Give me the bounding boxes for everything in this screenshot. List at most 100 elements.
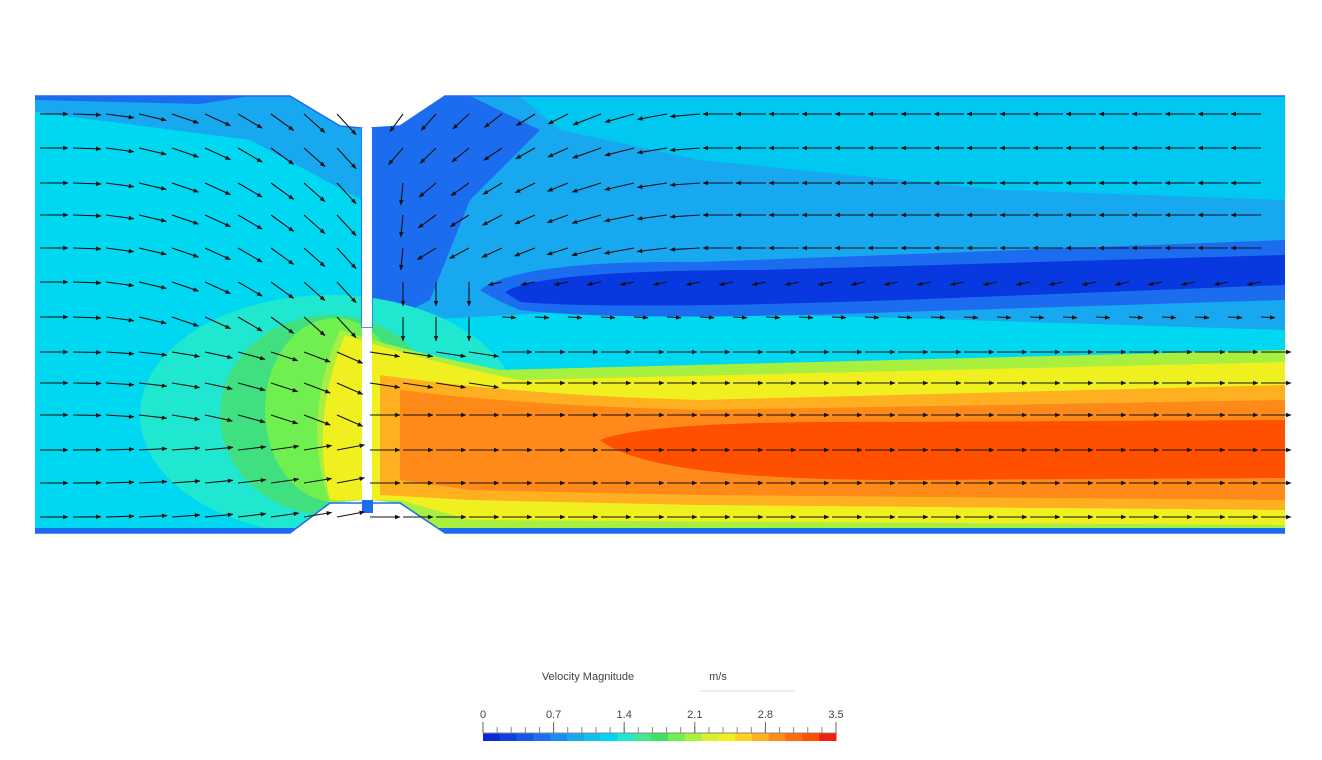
colorbar-swatch xyxy=(751,733,770,741)
colorbar-swatch xyxy=(499,733,518,741)
vector-arrow xyxy=(303,444,333,451)
vector-arrow xyxy=(270,444,300,451)
colorbar-swatch xyxy=(516,733,534,741)
colorbar-swatch xyxy=(617,733,635,741)
vector-arrow xyxy=(633,315,649,320)
vector-arrow xyxy=(138,351,168,357)
vector-arrow xyxy=(571,182,602,193)
vector-arrow xyxy=(171,382,201,389)
colorbar-tick-label: 2.1 xyxy=(687,709,702,721)
vector-arrow xyxy=(482,214,503,226)
vector-arrow xyxy=(171,513,201,518)
vector-arrow xyxy=(336,316,357,338)
vector-arrow xyxy=(1180,281,1196,286)
vector-arrow xyxy=(171,351,201,358)
vector-arrow xyxy=(204,182,231,196)
vector-arrow xyxy=(636,214,668,221)
vector-arrow xyxy=(270,182,295,200)
vector-arrow xyxy=(237,351,266,361)
vector-arrow xyxy=(138,414,168,420)
vector-arrow xyxy=(831,315,847,320)
vector-arrow xyxy=(303,214,326,235)
vector-arrow xyxy=(72,280,102,285)
vector-arrow xyxy=(685,281,701,286)
vector-arrow xyxy=(270,316,295,334)
vector-arrow xyxy=(930,315,946,320)
vector-arrow xyxy=(449,247,470,259)
vector-arrow xyxy=(303,511,333,518)
vector-arrow xyxy=(204,281,231,295)
vector-arrow xyxy=(105,281,135,288)
vector-arrow xyxy=(572,147,602,159)
vector-arrow xyxy=(636,247,668,254)
vector-arrow xyxy=(399,214,404,238)
vector-arrow xyxy=(237,247,263,263)
vector-arrow xyxy=(204,512,234,518)
vector-arrow xyxy=(270,414,299,425)
colorbar-swatch xyxy=(567,733,585,741)
vector-arrow xyxy=(237,214,263,230)
vector-arrow xyxy=(138,113,167,122)
vector-arrow xyxy=(949,281,965,286)
vector-arrow xyxy=(418,182,437,198)
vector-arrow xyxy=(546,214,569,223)
vector-arrow xyxy=(514,214,536,225)
vector-arrow xyxy=(534,315,550,320)
vector-arrow xyxy=(270,281,295,299)
colorbar-swatch xyxy=(651,733,669,741)
vector-arrow xyxy=(237,316,263,332)
vector-arrow xyxy=(1161,315,1177,320)
vector-arrow xyxy=(963,315,979,320)
vector-arrow xyxy=(1246,281,1262,286)
vector-arrow xyxy=(452,113,470,130)
vector-arrow xyxy=(450,182,470,197)
vector-arrow xyxy=(171,414,201,421)
vector-arrow xyxy=(666,315,682,320)
vector-arrow xyxy=(336,214,357,236)
vector-arrow xyxy=(435,382,467,389)
colorbar-swatch xyxy=(819,733,837,741)
vector-arrow xyxy=(303,247,326,268)
vector-arrow xyxy=(572,113,602,126)
vector-arrow xyxy=(567,315,583,320)
vector-arrow xyxy=(1147,281,1163,286)
vector-arrow xyxy=(138,182,167,191)
vector-arrow xyxy=(547,182,569,192)
vector-arrow xyxy=(399,247,404,271)
colorbar-swatch xyxy=(802,733,820,741)
colorbar-swatch xyxy=(768,733,787,741)
vector-arrow xyxy=(336,443,366,451)
vector-arrow xyxy=(468,351,500,358)
colorbar-swatch xyxy=(684,733,703,741)
vector-arrow xyxy=(669,182,701,187)
vector-arrow xyxy=(204,351,233,360)
vector-arrow xyxy=(1048,281,1064,286)
vector-arrow xyxy=(586,281,602,286)
vector-arrow xyxy=(237,147,263,163)
vector-arrow xyxy=(369,351,401,358)
colorbar-tick-label: 1.4 xyxy=(617,709,632,721)
vector-arrow xyxy=(1213,281,1229,286)
vector-arrow xyxy=(237,445,267,451)
vector-arrow xyxy=(72,213,102,218)
vector-arrow xyxy=(501,315,517,320)
vector-arrow xyxy=(336,182,357,204)
vector-arrow xyxy=(487,281,503,286)
vector-arrow xyxy=(514,182,536,194)
vector-arrow xyxy=(449,214,470,228)
vector-arrow xyxy=(237,281,263,297)
vector-arrow xyxy=(916,281,932,286)
vector-arrow xyxy=(237,182,263,198)
colorbar-swatch xyxy=(583,733,602,741)
vector-arrow xyxy=(138,281,167,290)
vector-arrow xyxy=(336,414,364,427)
vector-arrow xyxy=(303,147,326,168)
velocity-vectors xyxy=(40,111,1292,520)
vector-arrow xyxy=(402,382,434,389)
colorbar-swatch xyxy=(718,733,736,741)
vector-arrow xyxy=(204,247,231,261)
vector-arrow xyxy=(336,382,364,395)
vector-arrow xyxy=(171,182,200,193)
vector-arrow xyxy=(402,351,434,358)
